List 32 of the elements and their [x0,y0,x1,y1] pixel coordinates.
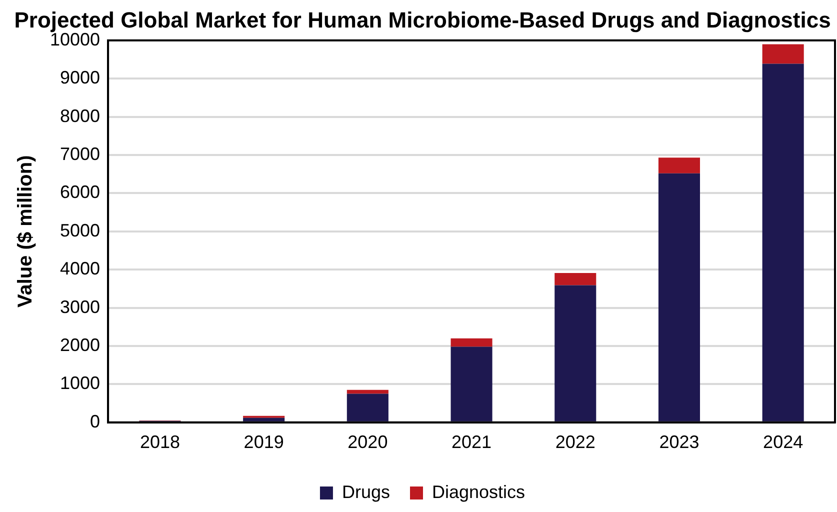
x-tick-label: 2019 [244,432,284,452]
y-tick-label: 0 [90,411,100,432]
bar [762,44,804,64]
y-tick-label: 2000 [60,334,100,355]
bar [346,394,388,422]
x-tick-label: 2023 [659,432,700,452]
y-tick-label: 6000 [60,182,100,202]
bar [346,390,388,394]
bar [554,285,596,422]
bar [554,273,596,286]
bar [450,346,492,422]
bar [658,173,700,422]
y-tick-label: 4000 [60,258,100,279]
x-tick-label: 2024 [763,432,804,452]
bar [243,418,285,422]
bar [658,158,700,174]
chart-title: Projected Global Market for Human Microbiome-Based Drugs and Diagnostics [14,7,831,32]
y-tick-label: 8000 [60,106,100,126]
x-tick-label: 2022 [555,432,596,452]
bar [450,338,492,347]
y-axis-title: Value ($ million) [14,155,37,308]
y-tick-label: 7000 [60,144,100,164]
y-tick-label: 3000 [60,296,100,317]
x-tick-label: 2020 [348,432,388,452]
x-tick-label: 2018 [140,432,180,452]
y-tick-label: 5000 [60,220,100,240]
x-tick-label: 2021 [452,432,492,452]
legend-label: Drugs [342,482,390,502]
y-tick-label: 1000 [60,373,100,394]
bar [762,64,804,422]
legend-label: Diagnostics [432,482,526,502]
y-tick-label: 9000 [60,68,100,88]
